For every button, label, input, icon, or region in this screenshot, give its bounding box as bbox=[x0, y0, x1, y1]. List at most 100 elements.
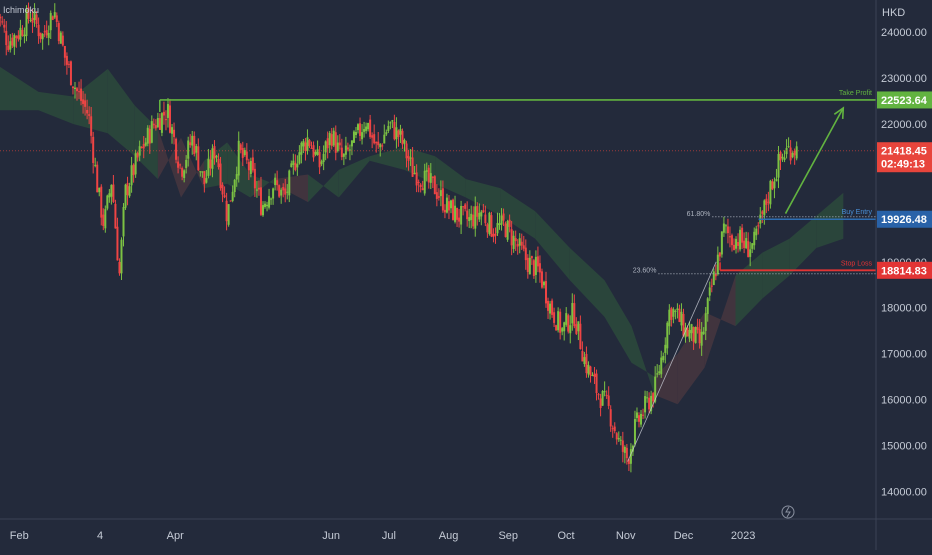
candle-body bbox=[69, 61, 72, 86]
candle bbox=[690, 323, 693, 341]
candle bbox=[13, 33, 16, 55]
candle-body bbox=[51, 16, 54, 20]
candle-body bbox=[47, 32, 50, 38]
candle-body bbox=[381, 145, 384, 147]
cloud-segment bbox=[762, 238, 790, 299]
candle-body bbox=[565, 313, 568, 325]
candle bbox=[213, 140, 216, 165]
candle-body bbox=[138, 146, 141, 156]
candle bbox=[348, 144, 351, 161]
candle bbox=[354, 127, 357, 139]
candle bbox=[431, 176, 434, 189]
candlestick-series bbox=[0, 2, 798, 473]
candle bbox=[567, 313, 570, 334]
candle-body bbox=[652, 393, 655, 402]
candle-body bbox=[203, 171, 206, 185]
candle-body bbox=[63, 46, 66, 58]
candle-body bbox=[688, 329, 691, 339]
candle-body bbox=[696, 327, 699, 330]
candle-body bbox=[371, 135, 374, 138]
candle bbox=[662, 352, 665, 363]
candle-body bbox=[615, 433, 618, 440]
candle bbox=[755, 225, 758, 240]
candle bbox=[173, 122, 176, 145]
candle bbox=[733, 238, 736, 251]
candle-body bbox=[187, 140, 190, 159]
candle bbox=[793, 148, 796, 165]
candle bbox=[605, 390, 608, 399]
candle bbox=[179, 163, 182, 170]
candle-body bbox=[298, 152, 301, 164]
candle bbox=[777, 146, 780, 189]
candle-body bbox=[227, 204, 230, 225]
candle-body bbox=[722, 223, 725, 233]
candle bbox=[569, 315, 572, 344]
candle bbox=[773, 177, 776, 199]
candle-body bbox=[686, 327, 689, 337]
candle bbox=[500, 208, 503, 231]
candle bbox=[674, 309, 677, 320]
candle bbox=[635, 407, 638, 422]
candle-body bbox=[249, 161, 252, 174]
candle-body bbox=[340, 147, 343, 158]
candle-body bbox=[245, 151, 248, 161]
candle bbox=[160, 112, 163, 137]
x-tick-label: Jul bbox=[382, 530, 396, 542]
candle bbox=[441, 180, 444, 213]
candle-body bbox=[175, 138, 178, 160]
candle-body bbox=[472, 214, 475, 227]
candle-body bbox=[575, 324, 578, 334]
candle-body bbox=[264, 203, 267, 207]
candle-body bbox=[720, 231, 723, 255]
candle-body bbox=[549, 303, 552, 314]
candle-body bbox=[551, 300, 554, 315]
candle bbox=[551, 298, 554, 318]
candle bbox=[142, 136, 145, 159]
candle bbox=[581, 341, 584, 362]
candle-body bbox=[464, 204, 467, 209]
candle-body bbox=[116, 226, 119, 261]
candle bbox=[114, 199, 117, 229]
cloud-segment bbox=[273, 174, 308, 203]
candle bbox=[276, 170, 279, 191]
candle-body bbox=[49, 12, 52, 31]
cloud-segment bbox=[157, 128, 181, 198]
candle bbox=[223, 186, 226, 199]
candle bbox=[545, 271, 548, 308]
candle bbox=[433, 175, 436, 195]
candle-body bbox=[522, 245, 525, 249]
candle-body bbox=[247, 162, 250, 171]
candle-body bbox=[403, 139, 406, 144]
candle-body bbox=[209, 159, 212, 169]
candle bbox=[443, 204, 446, 219]
candle-body bbox=[763, 200, 766, 216]
projection-arrow-shaft bbox=[784, 107, 844, 214]
candle-body bbox=[357, 124, 360, 131]
candle-body bbox=[670, 308, 673, 320]
candle-body bbox=[191, 135, 194, 146]
candle-body bbox=[274, 177, 277, 186]
candle-body bbox=[316, 149, 319, 156]
candle bbox=[795, 141, 798, 161]
candle-body bbox=[447, 201, 450, 211]
candle-body bbox=[211, 148, 214, 169]
currency-label: HKD bbox=[882, 7, 905, 19]
candle bbox=[1, 16, 4, 25]
candle bbox=[110, 184, 113, 205]
candle-body bbox=[654, 376, 657, 402]
cloud-segment bbox=[816, 192, 844, 248]
fib-level-label: 23.60% bbox=[633, 268, 657, 275]
candle-body bbox=[486, 224, 489, 233]
candle-body bbox=[761, 211, 764, 214]
y-tick-label: 14000.00 bbox=[881, 486, 927, 498]
candle-body bbox=[23, 34, 26, 37]
candle bbox=[102, 208, 105, 231]
candle-body bbox=[755, 228, 758, 236]
candle-body bbox=[148, 128, 151, 144]
candle bbox=[696, 318, 699, 334]
candle bbox=[69, 60, 72, 86]
candle bbox=[706, 297, 709, 322]
candle-body bbox=[21, 29, 24, 36]
candle bbox=[403, 138, 406, 152]
